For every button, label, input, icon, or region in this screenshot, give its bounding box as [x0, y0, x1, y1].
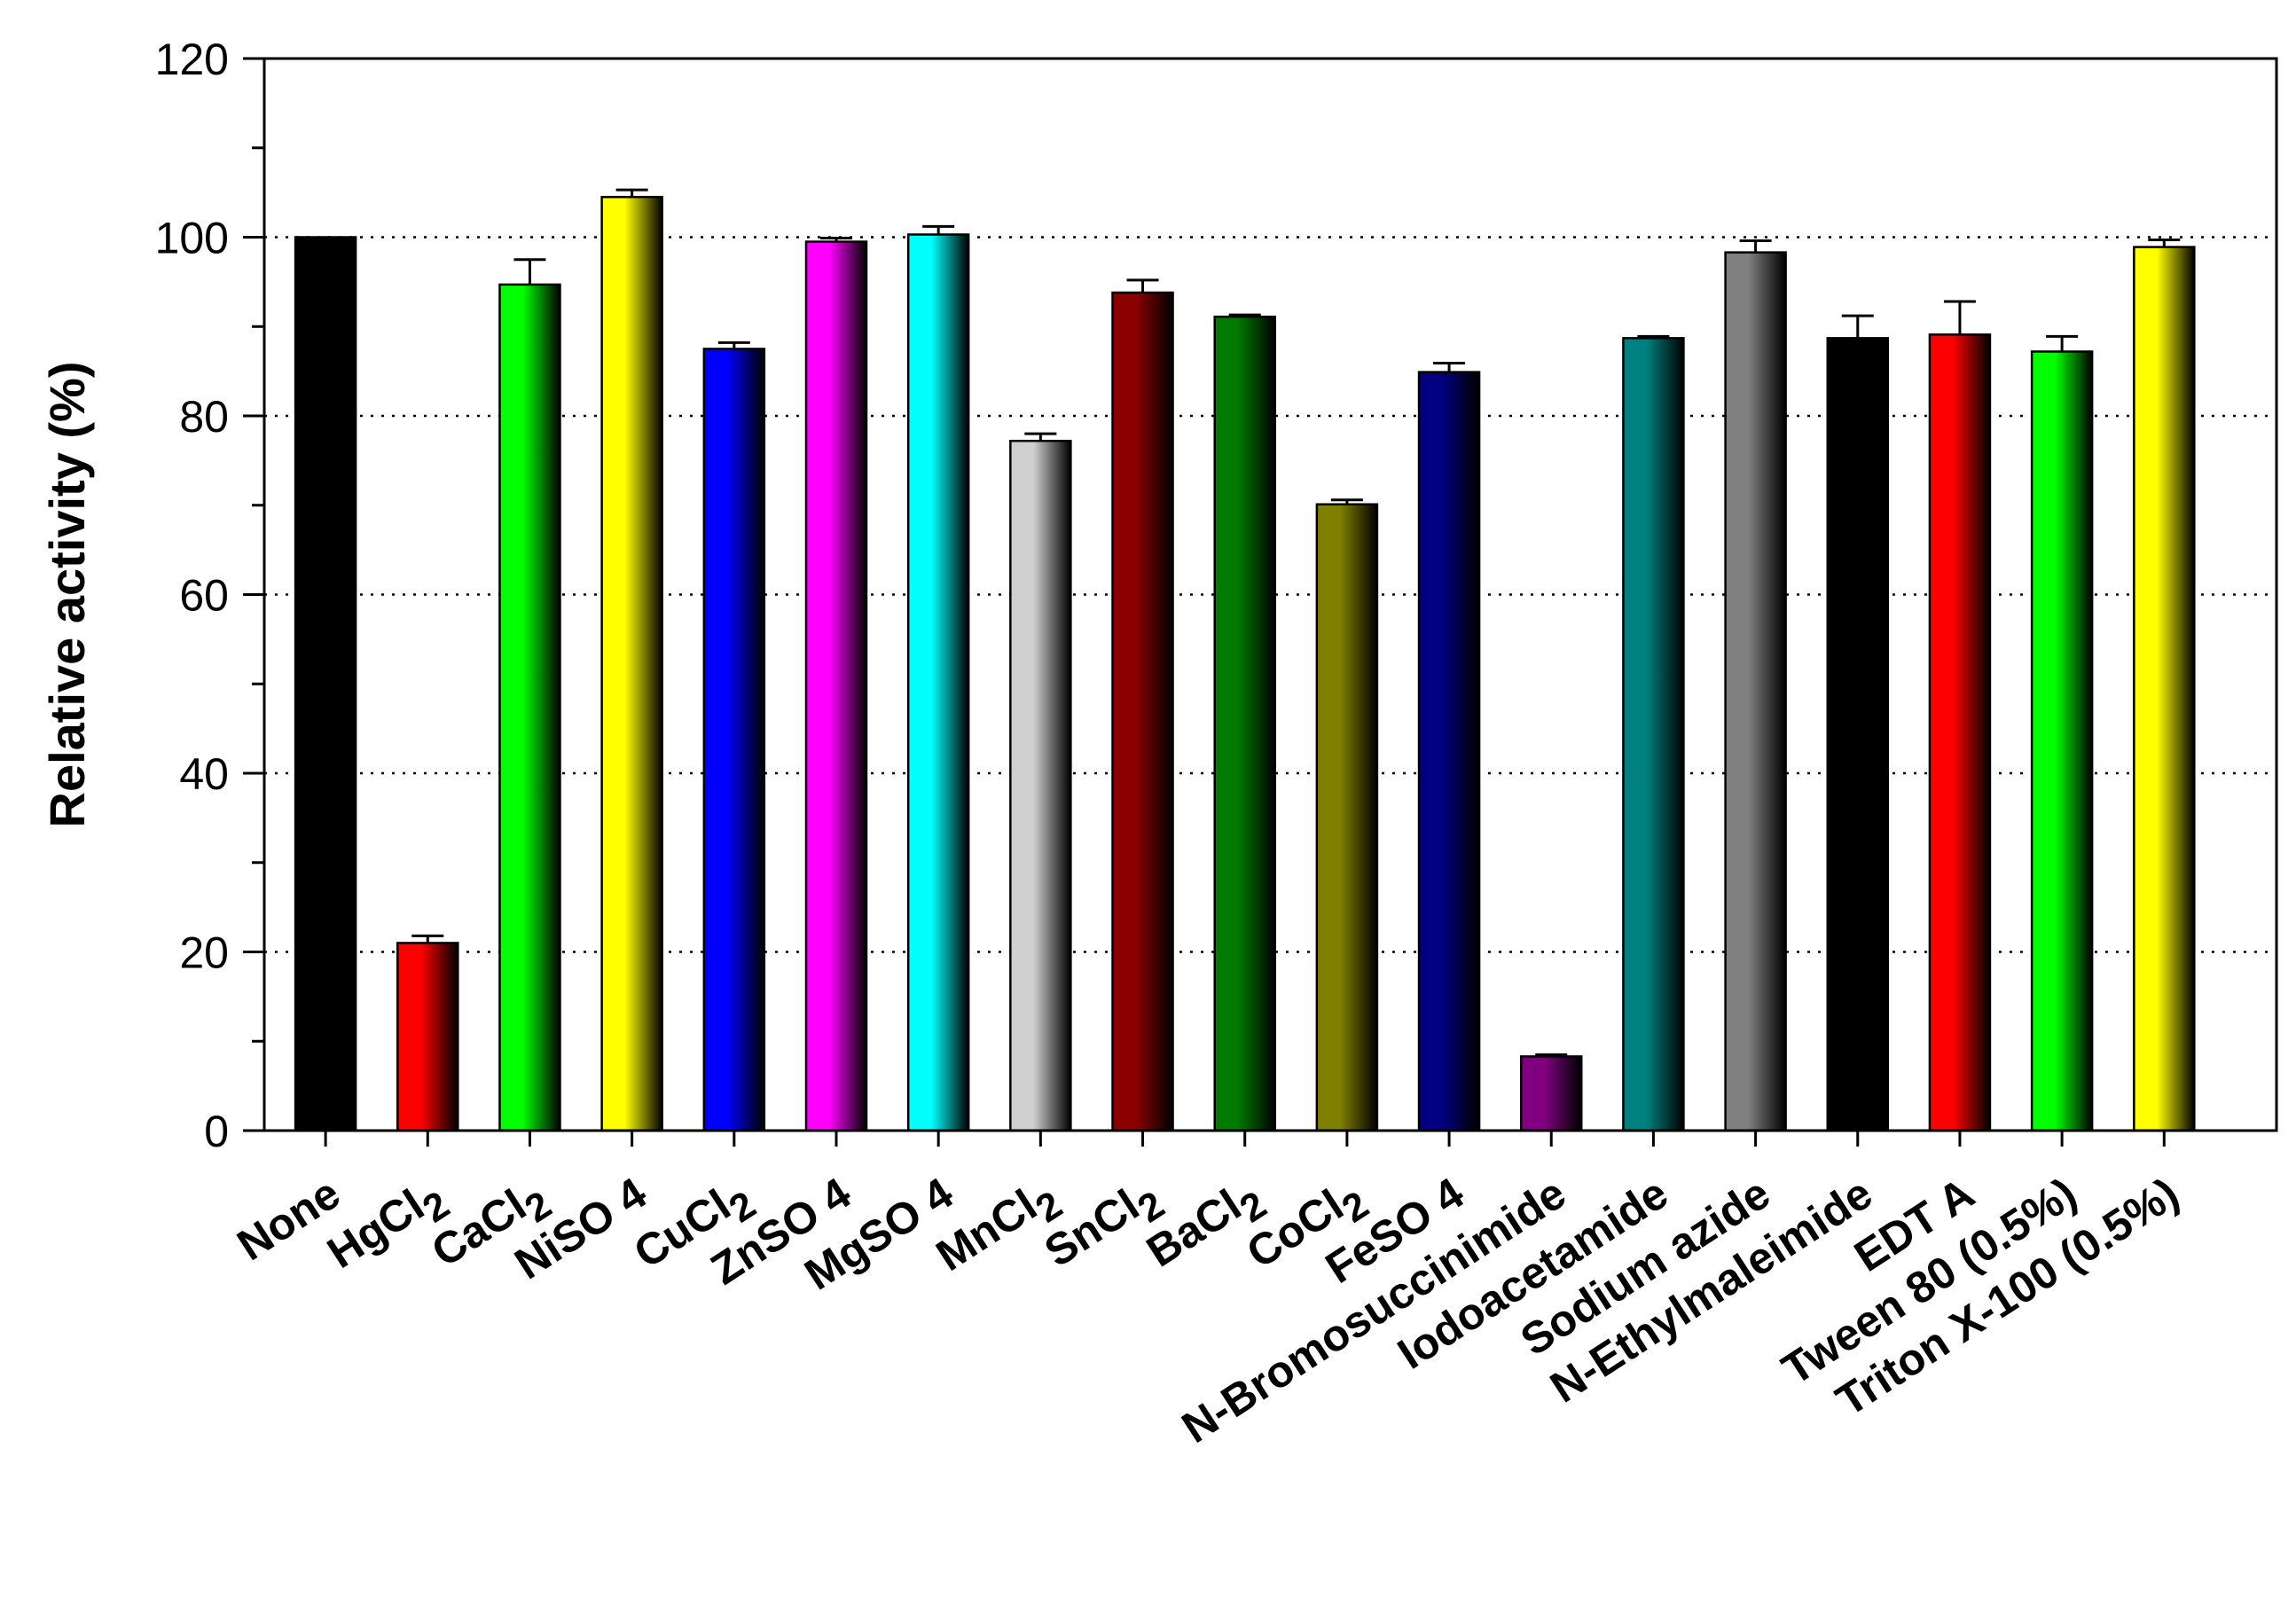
bar — [600, 195, 663, 1132]
bar — [1928, 333, 1992, 1132]
bar — [1417, 371, 1481, 1132]
bars — [294, 188, 2196, 1132]
bar — [906, 233, 970, 1132]
bar — [1213, 315, 1276, 1132]
y-tick-label: 40 — [179, 749, 229, 799]
bar — [294, 236, 357, 1132]
bar — [396, 942, 459, 1132]
bar — [804, 240, 868, 1132]
bar — [2030, 350, 2094, 1132]
y-axis-label: Relative activity (%) — [39, 362, 95, 828]
bar — [1009, 439, 1072, 1132]
bar — [1315, 503, 1379, 1132]
bar — [702, 348, 766, 1132]
axes: 0 20 40 60 80 100 120 — [155, 35, 2278, 1156]
y-tick-label: 60 — [179, 571, 229, 621]
y-tick-label: 100 — [155, 214, 229, 263]
bar — [1826, 337, 1890, 1132]
y-tick-label: 80 — [179, 392, 229, 442]
y-tick-label: 20 — [179, 928, 229, 978]
x-tick-label: NiSO 4 — [506, 1168, 655, 1288]
bar — [1724, 251, 1787, 1132]
bar — [1622, 337, 1685, 1132]
bar — [1111, 291, 1174, 1132]
y-tick-label: 0 — [204, 1107, 229, 1156]
bar — [2133, 246, 2196, 1132]
y-tick-label: 120 — [155, 35, 229, 84]
bar — [1519, 1055, 1583, 1132]
bar — [498, 283, 561, 1132]
